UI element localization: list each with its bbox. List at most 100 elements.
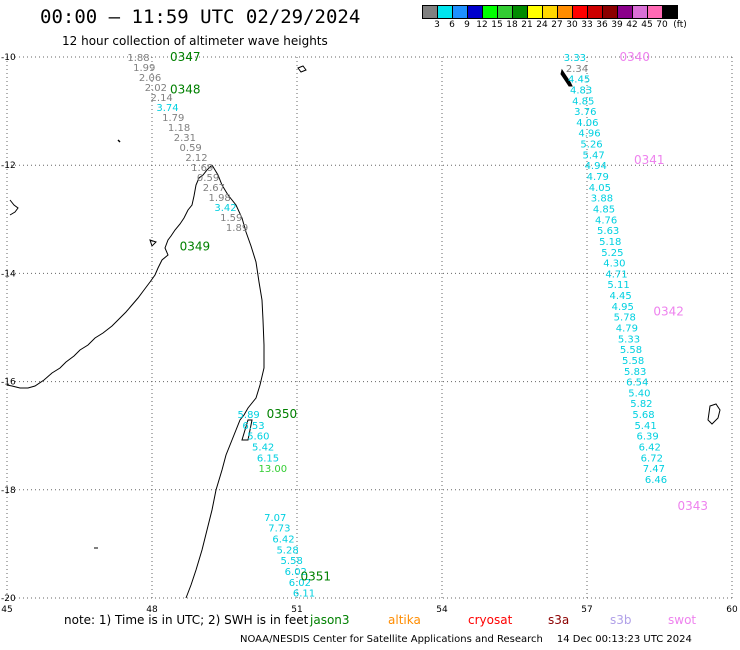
wave-height-value: 3.74 — [156, 103, 178, 114]
lon-tick-label: 45 — [1, 605, 12, 615]
pass-label: 0343 — [678, 499, 709, 513]
lon-tick-label: 57 — [581, 605, 592, 615]
wave-height-value: 6.54 — [626, 378, 648, 389]
wave-height-value: 5.26 — [580, 140, 602, 151]
wave-height-value: 4.83 — [570, 85, 592, 96]
wave-height-value: 5.33 — [618, 334, 640, 345]
wave-height-value: 4.94 — [585, 161, 607, 172]
lon-tick-label: 54 — [436, 605, 448, 615]
legend-level-label: 36 — [596, 20, 608, 30]
wave-height-value: 7.73 — [268, 524, 290, 535]
legend-level-label: 9 — [464, 20, 470, 30]
legend-swatch — [662, 5, 678, 19]
legend-unit: (ft) — [673, 20, 687, 30]
legend-swatch — [587, 5, 603, 19]
legend-swatch — [452, 5, 468, 19]
wave-height-value: 1.99 — [133, 63, 155, 74]
legend-swatch — [542, 5, 558, 19]
legend-swatch — [422, 5, 438, 19]
legend-swatch — [557, 5, 573, 19]
wave-height-value: 5.58 — [281, 556, 303, 567]
legend-labels: 3 6 9 12 15 18 21 24 27 30 33 36 39 42 45 70 (ft) — [422, 19, 740, 31]
wave-height-value: 1.89 — [226, 223, 248, 234]
wave-height-value: 5.83 — [624, 367, 646, 378]
wave-height-value: 6.42 — [272, 534, 294, 545]
wave-height-value: 6.02 — [285, 567, 307, 578]
lat-tick-label: -18 — [1, 486, 16, 496]
pass-label: 0342 — [653, 304, 684, 318]
legend-level-label: 42 — [626, 20, 638, 30]
wave-height-value: 1.59 — [220, 213, 242, 224]
satellite-s3b: s3b — [610, 613, 632, 627]
legend-swatch — [467, 5, 483, 19]
wave-height-value: 5.25 — [601, 248, 623, 259]
legend-level-label: 24 — [536, 20, 548, 30]
wave-height-value: 2.12 — [185, 153, 207, 164]
color-legend: 3 6 9 12 15 18 21 24 27 30 33 36 39 42 45 70 (ft) — [422, 5, 740, 31]
pass-label: 0351 — [301, 569, 332, 583]
legend-swatch — [647, 5, 663, 19]
legend-level-label: 45 — [641, 20, 653, 30]
wave-height-value: 5.18 — [599, 237, 621, 248]
wave-height-value: 3.33 — [564, 53, 586, 64]
wave-height-value: 6.02 — [289, 578, 311, 589]
wave-height-value: 4.30 — [603, 259, 625, 270]
legend-level-label: 27 — [551, 20, 563, 30]
wave-height-value: 4.85 — [593, 204, 615, 215]
legend-swatch — [512, 5, 528, 19]
wave-height-value: 6.11 — [293, 589, 315, 600]
legend-swatch — [527, 5, 543, 19]
legend-swatch — [632, 5, 648, 19]
wave-height-value: 2.34 — [566, 64, 588, 75]
wave-height-value: 4.71 — [605, 269, 627, 280]
wave-height-value: 4.96 — [578, 129, 600, 140]
legend-swatch — [617, 5, 633, 19]
wave-height-value: 5.78 — [614, 313, 636, 324]
legend-swatch — [497, 5, 513, 19]
satellite-altika: altika — [388, 613, 421, 627]
wave-height-value: 2.06 — [139, 73, 161, 84]
lat-tick-label: -12 — [1, 161, 16, 171]
wave-height-value: 5.40 — [628, 388, 650, 399]
page-title: 00:00 – 11:59 UTC 02/29/2024 — [40, 6, 361, 28]
legend-swatch — [437, 5, 453, 19]
timestamp: 14 Dec 00:13:23 UTC 2024 — [556, 634, 692, 645]
page-subtitle: 12 hour collection of altimeter wave hei… — [62, 34, 328, 48]
wave-height-value: 3.42 — [214, 203, 236, 214]
wave-height-value: 6.53 — [242, 421, 264, 432]
wave-height-value: 5.11 — [607, 280, 629, 291]
legend-level-label: 18 — [506, 20, 518, 30]
wave-height-value: 5.58 — [622, 356, 644, 367]
wave-height-value: 0.59 — [180, 143, 202, 154]
pass-label: 0341 — [634, 153, 665, 167]
wave-height-value: 4.76 — [595, 215, 617, 226]
wave-height-value: 4.85 — [572, 96, 594, 107]
map-grid — [6, 56, 733, 599]
wave-height-value: 6.15 — [257, 453, 279, 464]
legend-level-label: 12 — [476, 20, 488, 30]
wave-height-value: 5.58 — [620, 345, 642, 356]
legend-level-label: 3 — [434, 20, 440, 30]
satellite-cryosat: cryosat — [468, 613, 513, 627]
axis-tick-labels: 45 48 51 54 57 60 -10 -12 -14 -16 -18 -20 — [1, 53, 738, 615]
legend-level-label: 15 — [491, 20, 503, 30]
wave-height-value: 6.72 — [641, 453, 663, 464]
pass-label: 0348 — [170, 82, 201, 96]
satellite-jason3: jason3 — [310, 613, 350, 627]
wave-height-value: 13.00 — [259, 464, 288, 475]
wave-height-value: 3.76 — [574, 107, 596, 118]
wave-height-value: 5.82 — [630, 399, 652, 410]
legend-level-label: 70 — [656, 20, 668, 30]
wave-height-value: 1.18 — [168, 123, 190, 134]
legend-level-label: 33 — [581, 20, 593, 30]
pass-label: 0350 — [267, 407, 298, 421]
wave-height-value: 2.14 — [151, 93, 173, 104]
wave-height-value: 5.68 — [632, 410, 654, 421]
wave-height-value: 1.88 — [127, 53, 149, 64]
lon-tick-label: 60 — [726, 605, 738, 615]
wave-height-value: 5.60 — [247, 432, 269, 443]
satellite-swot: swot — [668, 613, 697, 627]
footer: NOAA/NESDIS Center for Satellite Applica… — [240, 634, 692, 645]
legend-swatches — [422, 5, 740, 19]
wave-height-value: 5.42 — [252, 443, 274, 454]
